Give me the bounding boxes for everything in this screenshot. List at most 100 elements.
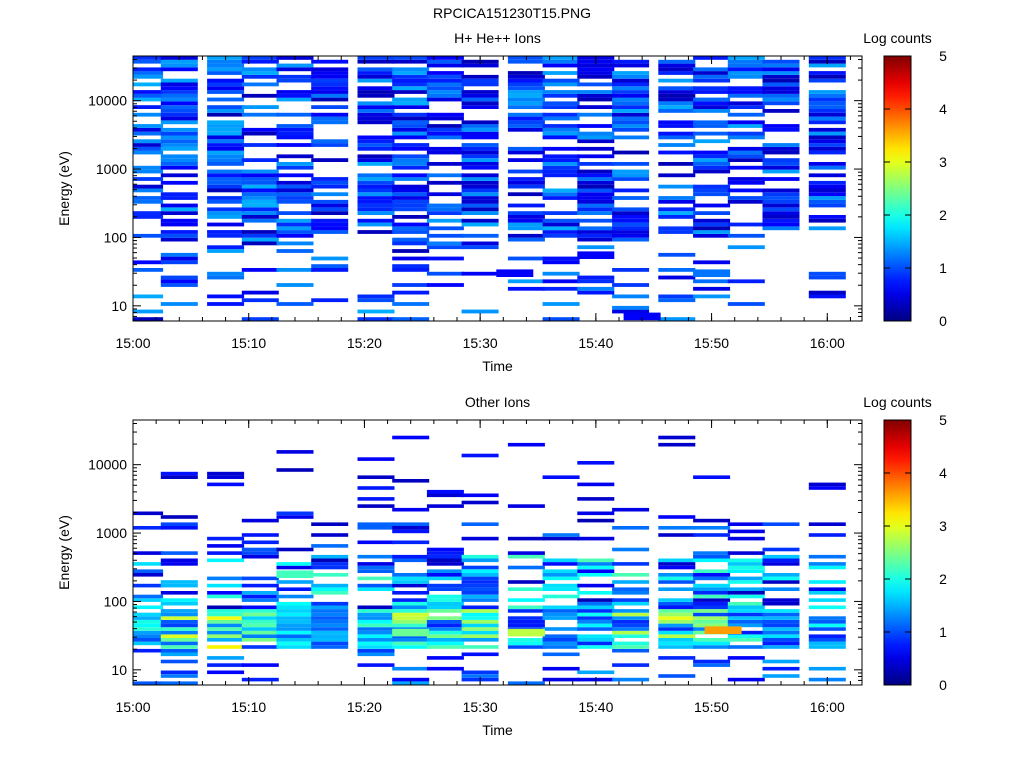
heatmap-cell [762,150,800,155]
colorbar-tick-label: 1 [939,624,947,640]
heatmap-cell [658,196,696,200]
heatmap-cell [727,177,765,181]
heatmap-cell [577,290,615,295]
heatmap-cell [241,594,279,599]
heatmap-cell [160,67,198,72]
heatmap-cell [207,609,245,613]
heatmap-cell [426,116,464,121]
heatmap-cell [241,634,279,638]
heatmap-cell [612,196,650,200]
heatmap-cell [612,526,650,530]
heatmap-cell [507,146,545,151]
heatmap-cell [426,86,464,91]
heatmap-cell [311,184,349,189]
heatmap-cell [658,435,696,440]
heatmap-cell [357,199,395,204]
heatmap-cell [426,112,464,117]
heatmap-cell [133,150,164,155]
heatmap-cell [160,526,198,530]
heatmap-cell [693,233,731,238]
heatmap-cell [693,120,731,125]
heatmap-cell [727,71,765,75]
colorbar: 0 1 2 3 4 5 Log counts [863,30,947,329]
heatmap-cell [658,105,696,109]
y-tick-label: 100 [104,229,128,245]
heatmap-cell [357,616,395,620]
heatmap-cell [542,192,580,197]
heatmap-cell [392,620,430,624]
heatmap-cell [727,591,765,595]
heatmap-cell [542,594,580,599]
heatmap-cell [612,230,650,234]
heatmap-cell [658,598,696,602]
heatmap-cell [808,271,846,276]
heatmap-cell [693,74,731,79]
heatmap-cell [577,279,615,284]
heatmap-cell [727,605,765,610]
heatmap-cell [577,634,615,638]
colorbar: 0 1 2 3 4 5 Log counts [863,394,947,693]
heatmap-cell [133,74,164,79]
heatmap-cell [160,180,198,185]
heatmap-cell [357,154,395,159]
heatmap-cell [693,558,731,563]
heatmap-cell [311,207,349,212]
heatmap-cell [762,641,800,646]
heatmap-cell [461,233,499,238]
heatmap-cell [461,453,499,458]
heatmap-cell [311,583,349,588]
heatmap-cell [762,82,800,87]
heatmap-cell [357,638,395,642]
heatmap-cell [276,249,314,253]
heatmap-cell [577,71,615,75]
heatmap-cell [612,59,650,64]
heatmap-cell [762,226,800,231]
heatmap-cell [461,154,499,159]
heatmap-cell [762,177,800,181]
heatmap-cell [542,173,580,178]
heatmap-cell [311,222,349,227]
heatmap-cell [808,120,846,125]
heatmap-cell [727,562,765,566]
heatmap-cell [577,169,615,174]
heatmap-cell [392,558,430,563]
heatmap-cell [808,226,846,231]
x-tick-label: 16:00 [810,335,845,351]
heatmap-cell [727,522,765,526]
heatmap-cell [808,641,846,646]
heatmap-cell [507,237,545,242]
heatmap-cell [276,165,314,170]
heatmap-cell [207,215,245,219]
heatmap-cell [276,565,314,570]
heatmap-cell [357,143,395,147]
heatmap-cell [693,78,731,83]
heatmap-cell [392,641,430,646]
heatmap-cell [808,620,846,624]
heatmap-cell [762,623,800,628]
heatmap-cell [612,211,650,215]
heatmap-cell [426,609,464,613]
heatmap-cell [693,591,731,595]
heatmap-cell [392,638,430,642]
heatmap-cell [461,634,499,638]
heatmap-cell [133,56,164,60]
heatmap-cell [577,196,615,200]
heatmap-cell [577,230,615,234]
heatmap-cell [693,86,731,91]
heatmap-cell [392,199,430,204]
heatmap-cell [311,86,349,91]
heatmap-cell [612,162,650,166]
heatmap-cell [542,260,580,265]
heatmap-cell [160,252,198,257]
heatmap-cell [461,623,499,628]
heatmap-cell [241,298,279,303]
colorbar-tick-label: 4 [939,465,947,481]
heatmap-cell [133,196,164,200]
heatmap-cell [357,222,395,227]
heatmap-cell [357,120,395,125]
heatmap-cell [276,616,314,620]
heatmap-cell [392,237,430,242]
heatmap-cell [207,249,245,253]
heatmap-cell [693,598,731,602]
heatmap-cell [658,215,696,219]
